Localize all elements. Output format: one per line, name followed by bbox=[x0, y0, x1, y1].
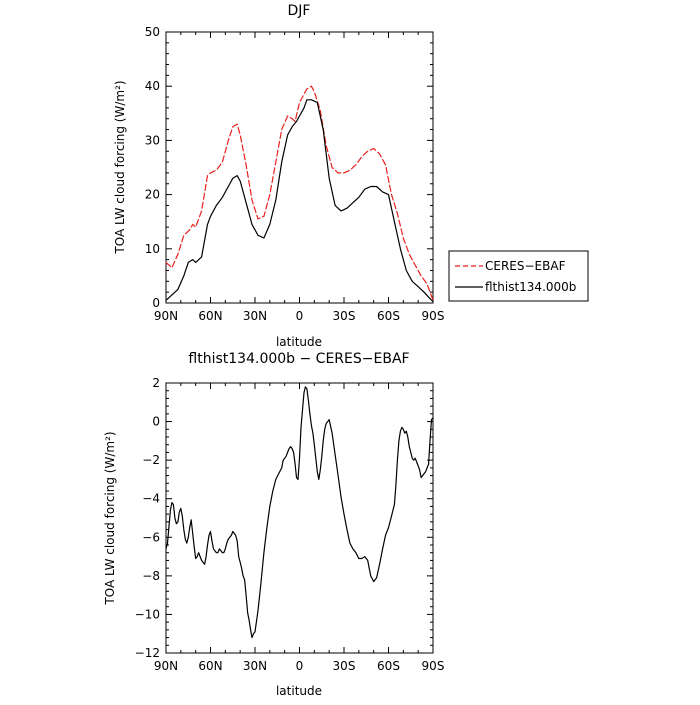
panel-bottom-y-axis: −12 −10 −8 −6 −4 −2 0 2 bbox=[135, 376, 433, 660]
x-tick-label: 60N bbox=[198, 309, 222, 323]
panel-bottom-series bbox=[165, 386, 434, 639]
panel-top-title: DJF bbox=[288, 3, 311, 19]
legend-label-ceres: CERES−EBAF bbox=[485, 259, 566, 273]
x-tick-label: 90S bbox=[422, 309, 445, 323]
x-tick-label: 60N bbox=[198, 659, 222, 673]
y-tick-label: 30 bbox=[145, 133, 160, 147]
y-tick-label: −10 bbox=[135, 607, 160, 621]
panel-top: DJF 0 10 20 30 40 50 90N 60N 30N 0 30S 60S 90S lati… bbox=[113, 3, 444, 349]
panel-top-x-axis: 90N 60N 30N 0 30S 60S 90S bbox=[154, 32, 445, 323]
series-line-difference bbox=[165, 386, 434, 639]
panel-bottom-x-axis-title: latitude bbox=[276, 684, 322, 698]
panel-bottom-title: flthist134.000b − CERES−EBAF bbox=[188, 351, 409, 367]
panel-bottom-y-axis-title: TOA LW cloud forcing (W/m²) bbox=[103, 431, 117, 605]
panel-bottom-frame bbox=[165, 382, 434, 654]
x-tick-label: 90N bbox=[154, 659, 178, 673]
x-tick-label: 30S bbox=[333, 659, 356, 673]
panel-bottom: flthist134.000b − CERES−EBAF −12−10−8−6−… bbox=[103, 351, 444, 698]
series-line-flthist134-000b bbox=[165, 99, 434, 302]
y-tick-label: −8 bbox=[142, 569, 160, 583]
panel-top-y-axis-title: TOA LW cloud forcing (W/m²) bbox=[113, 80, 127, 254]
panel-bottom-x-axis: 90N 60N 30N 0 30S 60S 90S bbox=[154, 383, 445, 673]
x-tick-label: 0 bbox=[296, 309, 304, 323]
y-tick-label: 2 bbox=[152, 376, 160, 390]
legend-box bbox=[448, 250, 589, 302]
panel-top-series bbox=[165, 85, 434, 302]
x-tick-label: 30N bbox=[243, 309, 267, 323]
y-tick-label: −6 bbox=[142, 530, 160, 544]
panel-top-y-axis: 0 10 20 30 40 50 bbox=[145, 25, 433, 310]
y-tick-label: 40 bbox=[145, 79, 160, 93]
x-tick-label: 30S bbox=[333, 309, 356, 323]
legend-label-model: flthist134.000b bbox=[485, 280, 576, 294]
x-tick-label: 90S bbox=[422, 659, 445, 673]
x-tick-label: 60S bbox=[377, 309, 400, 323]
y-tick-label: 20 bbox=[145, 188, 160, 202]
y-tick-label: −2 bbox=[142, 453, 160, 467]
y-tick-label: −12 bbox=[135, 646, 160, 660]
y-tick-label: 10 bbox=[145, 242, 160, 256]
x-tick-label: 30N bbox=[243, 659, 267, 673]
series-line-ceres-ebaf bbox=[165, 85, 434, 301]
y-tick-label: 0 bbox=[152, 415, 160, 429]
y-tick-label: 50 bbox=[145, 25, 160, 39]
x-tick-label: 60S bbox=[377, 659, 400, 673]
y-tick-label: 0 bbox=[152, 296, 160, 310]
legend: CERES−EBAF flthist134.000b bbox=[448, 250, 589, 302]
panel-top-frame bbox=[165, 31, 434, 304]
y-tick-label: −4 bbox=[142, 492, 160, 506]
x-tick-label: 90N bbox=[154, 309, 178, 323]
panel-top-x-axis-title: latitude bbox=[276, 335, 322, 349]
x-tick-label: 0 bbox=[296, 659, 304, 673]
